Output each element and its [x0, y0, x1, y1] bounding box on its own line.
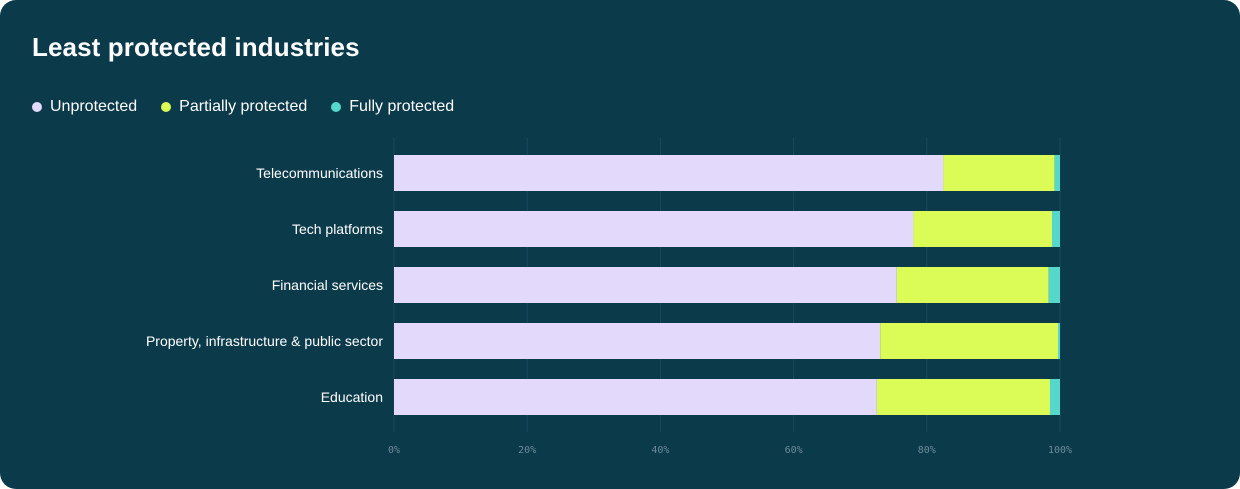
- legend-item-partially-protected: Partially protected: [161, 98, 307, 116]
- chart-title: Least protected industries: [32, 32, 360, 62]
- x-tick-label: 80%: [918, 445, 936, 456]
- bar-segment-fully-protected: [1054, 155, 1060, 191]
- bar-segment-unprotected: [394, 211, 914, 247]
- bar-segment-unprotected: [394, 323, 881, 359]
- bar-segment-fully-protected: [1048, 267, 1060, 303]
- legend-dot-partially-protected: [161, 102, 172, 112]
- bar-segment-partially-protected: [913, 211, 1053, 247]
- bar-segment-unprotected: [394, 379, 877, 415]
- legend-dot-unprotected: [32, 102, 42, 112]
- legend-item-unprotected: Unprotected: [32, 98, 137, 116]
- bars: [394, 155, 1060, 415]
- category-labels: Telecommunications Tech platforms Financia…: [146, 165, 383, 405]
- bar-segment-unprotected: [394, 267, 897, 303]
- category-label: Education: [321, 389, 383, 405]
- bar-segment-fully-protected: [1058, 323, 1060, 359]
- legend-label-unprotected: Unprotected: [50, 98, 138, 115]
- legend-dot-fully-protected: [331, 102, 342, 112]
- legend-item-fully-protected: Fully protected: [331, 98, 454, 116]
- x-tick-label: 100%: [1048, 445, 1072, 456]
- category-label: Telecommunications: [256, 165, 383, 181]
- category-label: Financial services: [272, 277, 383, 293]
- x-tick-label: 60%: [785, 445, 803, 456]
- x-tick-label: 40%: [651, 445, 669, 456]
- category-label: Property, infrastructure & public sector: [146, 333, 383, 349]
- x-tick-labels: 0% 20% 40% 60% 80% 100%: [388, 445, 1072, 456]
- chart-legend: Unprotected Partially protected Fully pr…: [32, 98, 478, 116]
- bar-segment-partially-protected: [880, 323, 1059, 359]
- x-tick-label: 20%: [518, 445, 536, 456]
- bar-segment-partially-protected: [876, 379, 1051, 415]
- bar-segment-fully-protected: [1050, 379, 1060, 415]
- bar-segment-partially-protected: [943, 155, 1055, 191]
- x-tick-label: 0%: [388, 445, 400, 456]
- category-label: Tech platforms: [292, 221, 383, 237]
- legend-label-fully-protected: Fully protected: [349, 98, 455, 115]
- legend-label-partially-protected: Partially protected: [179, 98, 308, 115]
- bar-segment-unprotected: [394, 155, 944, 191]
- bar-segment-fully-protected: [1052, 211, 1060, 247]
- bar-segment-partially-protected: [896, 267, 1049, 303]
